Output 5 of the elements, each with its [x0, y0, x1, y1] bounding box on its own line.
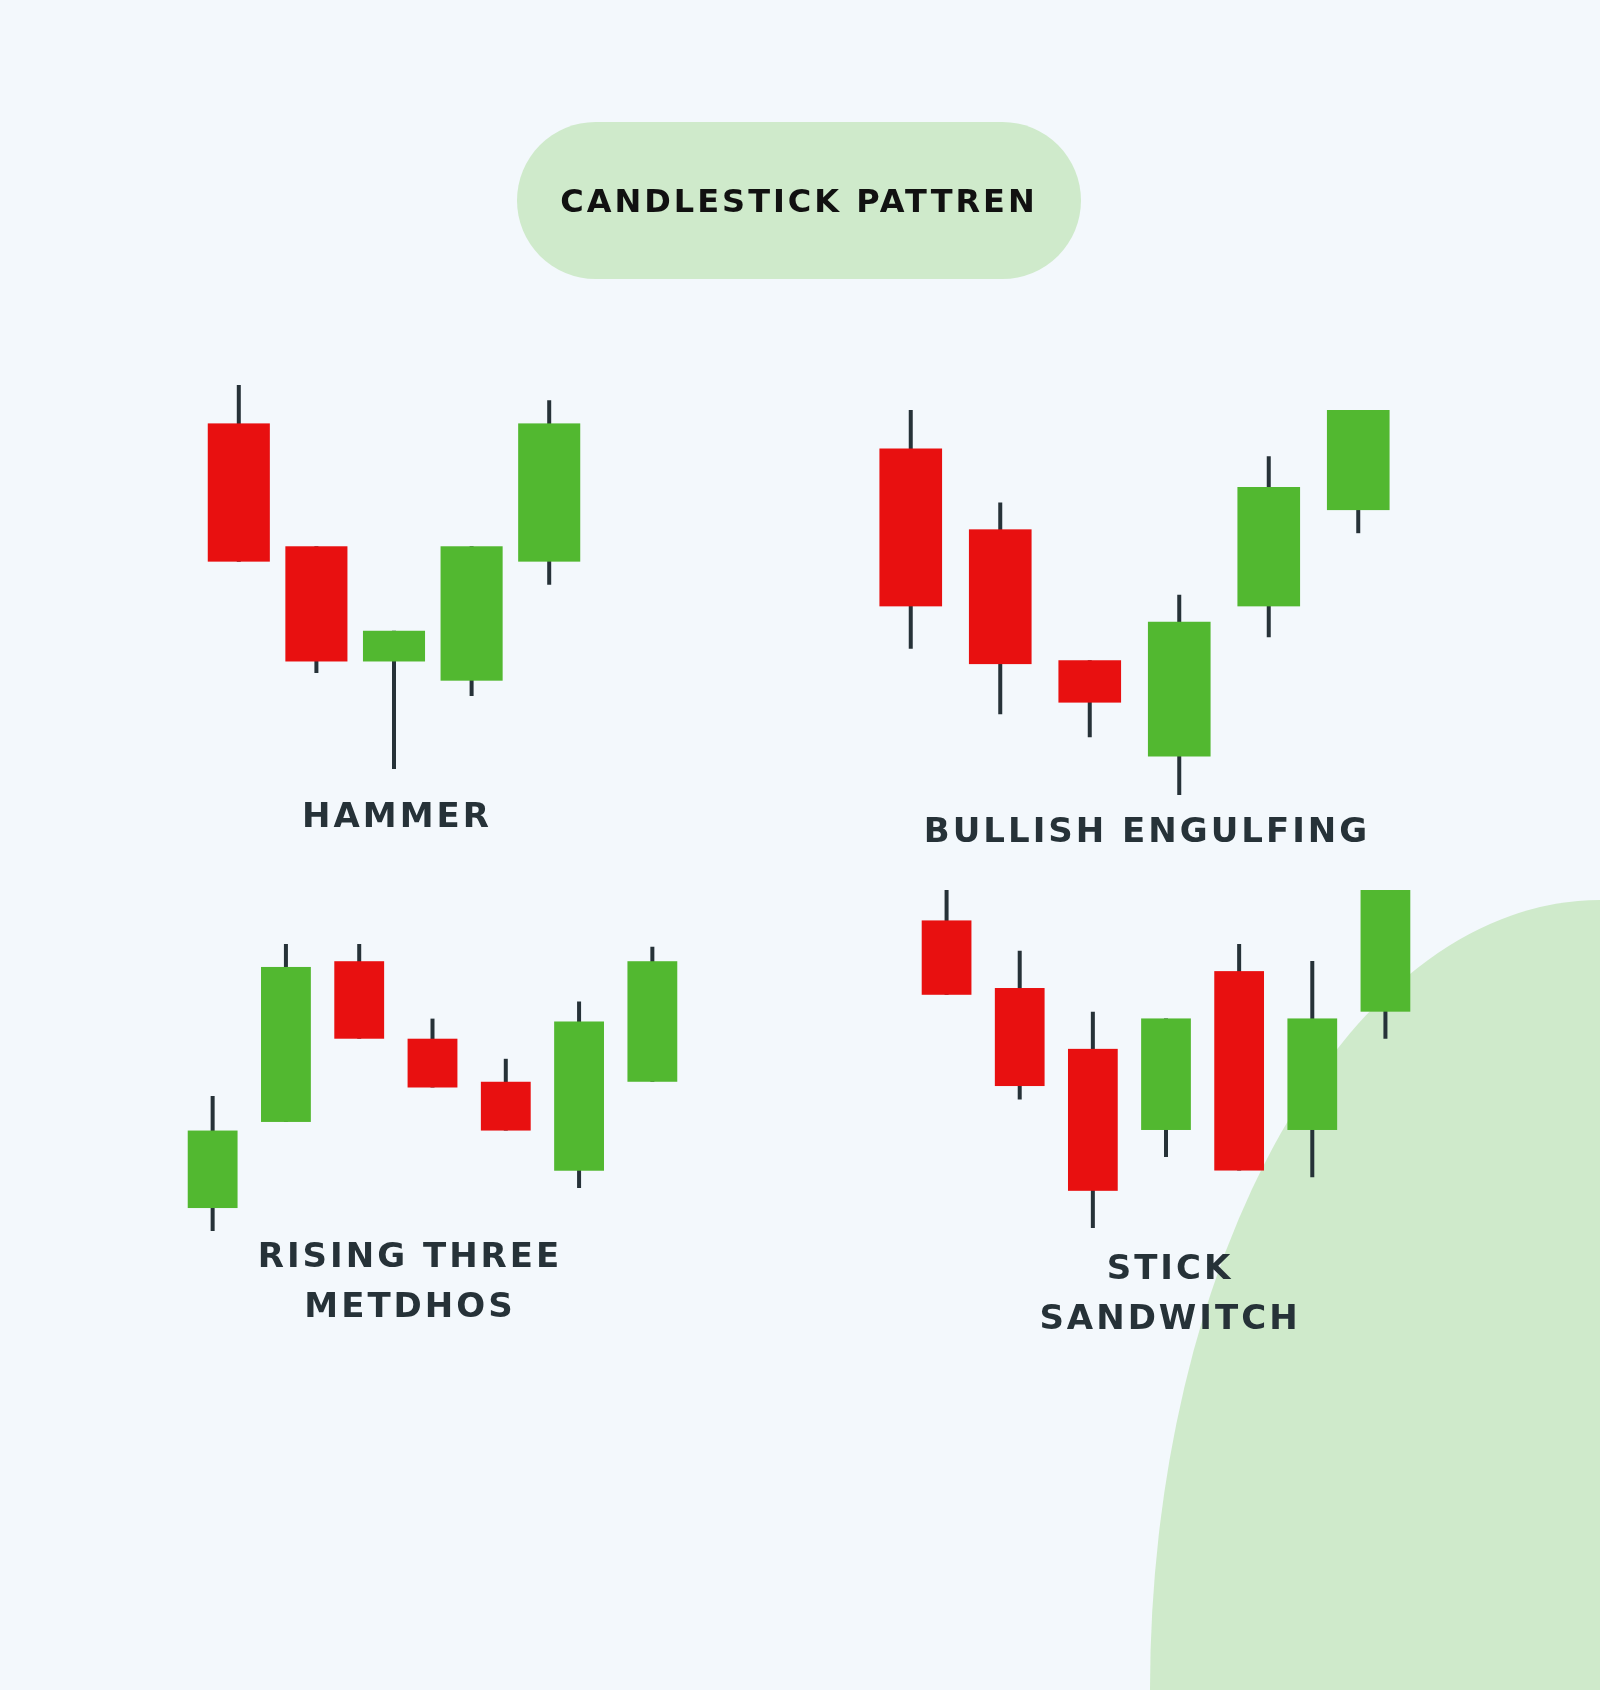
text: STICK SANDWITCH — [1038, 1246, 1302, 1339]
text: CANDLESTICK PATTREN — [517, 122, 1081, 279]
text: RISING THREE METDHOS — [256, 1234, 564, 1327]
text: HAMMER — [301, 794, 493, 837]
text: BULLISH ENGULFING — [922, 809, 1372, 852]
